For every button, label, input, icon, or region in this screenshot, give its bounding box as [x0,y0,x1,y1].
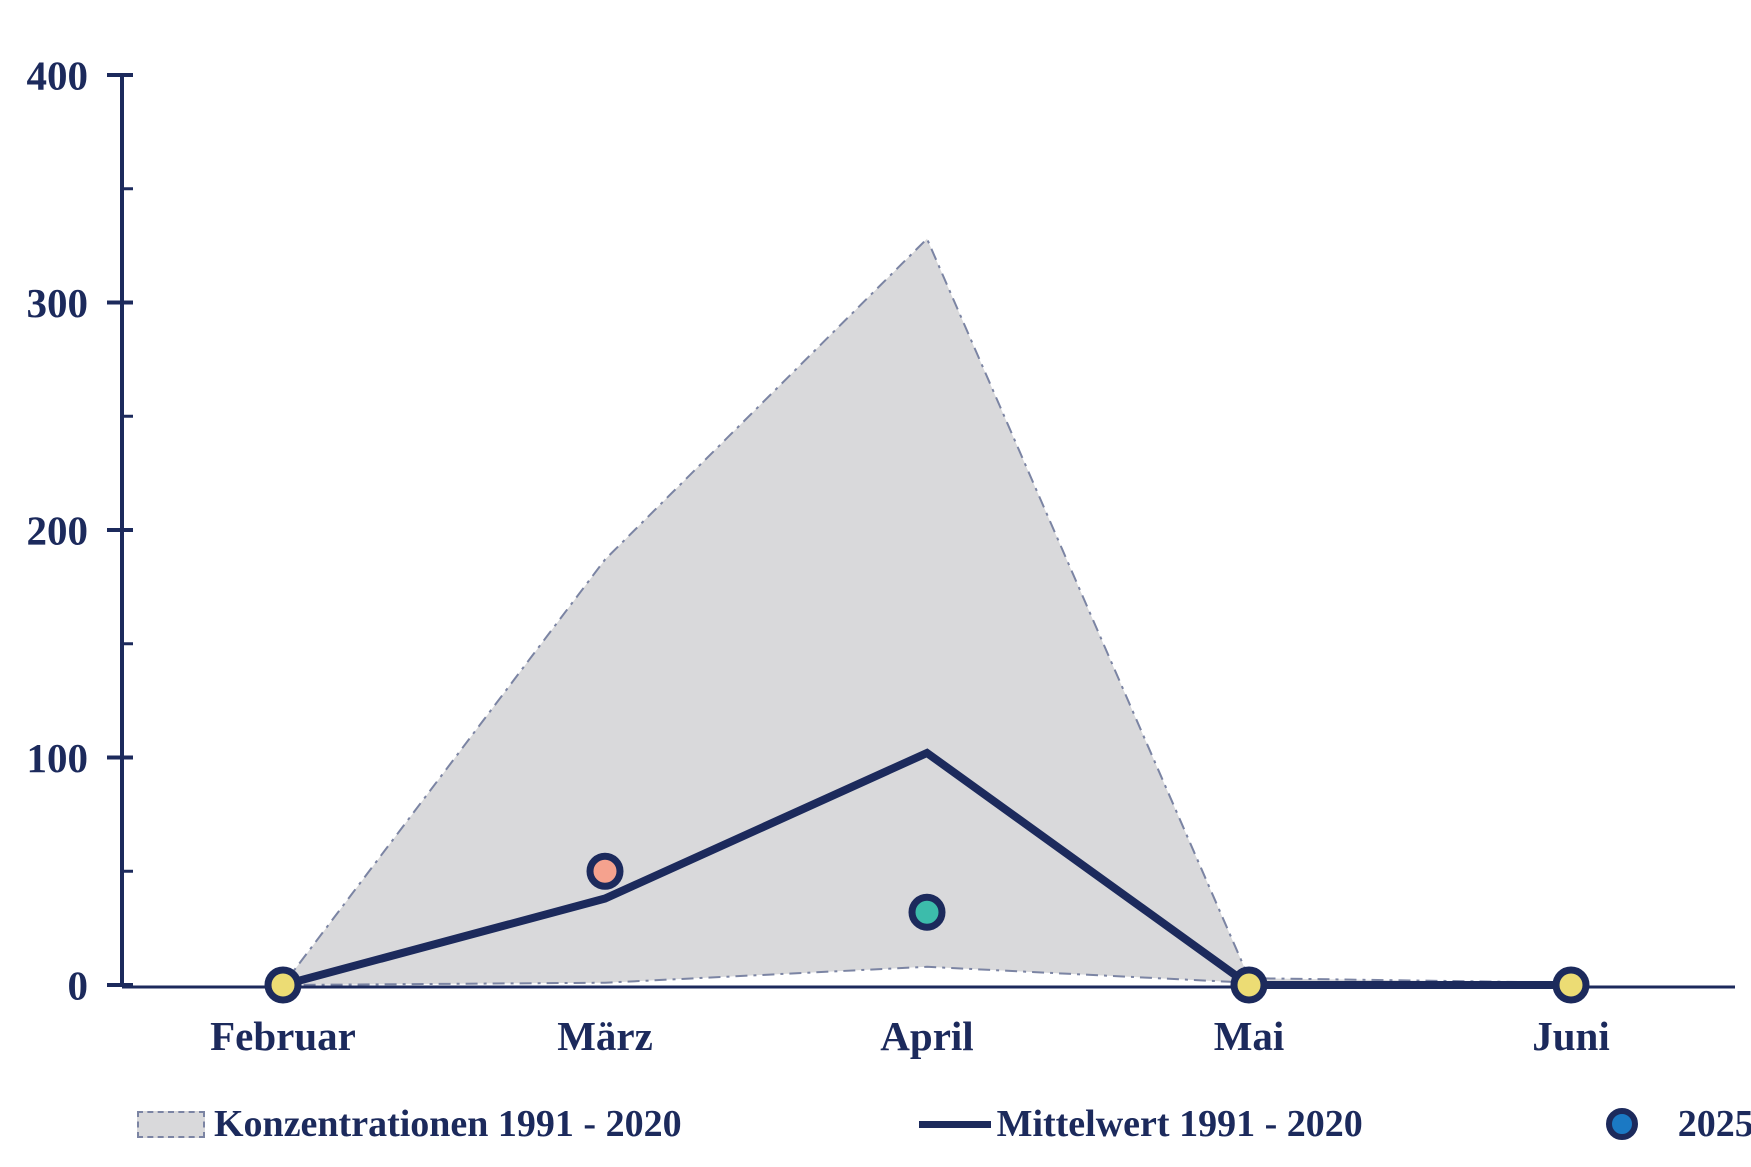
y-axis-label: 200 [27,507,89,553]
chart-legend: Konzentrationen 1991 - 2020 Mittelwert 1… [0,1094,1751,1154]
band-swatch [137,1110,205,1138]
concentration-band [283,238,1571,986]
y-axis-label: 100 [27,735,89,781]
line-swatch [918,1120,991,1128]
y-axis-label: 300 [27,280,89,326]
legend-item-mittelwert: Mittelwert 1991 - 2020 [918,1102,1363,1146]
y-axis-label: 0 [68,962,89,1008]
data-point-2025-april [908,893,946,931]
x-axis-label: Juni [1532,1013,1610,1059]
x-axis-label: März [557,1013,653,1059]
mittelwert-line [279,748,1575,989]
data-point-2025-mrz [586,852,624,890]
legend-label-mittelwert: Mittelwert 1991 - 2020 [996,1103,1363,1145]
x-axis-label: Mai [1214,1013,1285,1059]
data-point-2025-mai [1230,966,1268,1004]
legend-label-konzentrationen: Konzentrationen 1991 - 2020 [214,1103,682,1145]
legend-item-konzentrationen: Konzentrationen 1991 - 2020 [137,1102,682,1146]
y-axis-label: 400 [27,52,89,98]
x-axis-label: April [880,1013,973,1059]
legend-item-2025: 2025 [1605,1102,1751,1146]
x-axis-label: Februar [210,1013,356,1059]
data-point-2025-juni [1552,966,1590,1004]
point-swatch [1605,1108,1638,1140]
concentration-chart: 0 100 200 300 400 Februar März April Mai Juni [27,52,1735,1059]
legend-label-2025: 2025 [1677,1103,1751,1145]
data-point-2025-februar [264,966,302,1004]
